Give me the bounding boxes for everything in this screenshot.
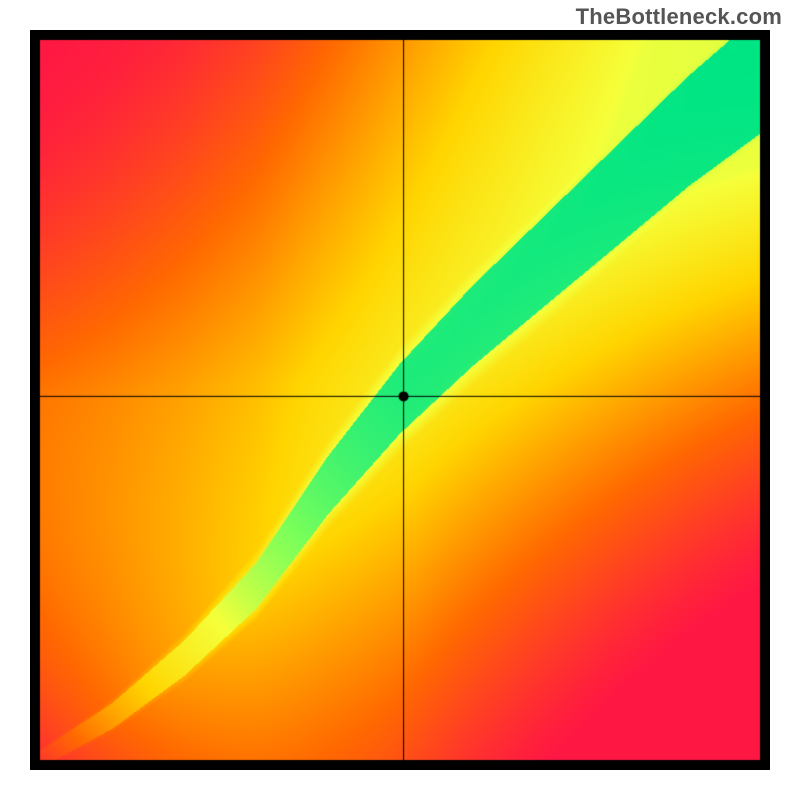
chart-frame: [30, 30, 770, 770]
bottleneck-heatmap: [30, 30, 770, 770]
watermark-text: TheBottleneck.com: [576, 4, 782, 30]
